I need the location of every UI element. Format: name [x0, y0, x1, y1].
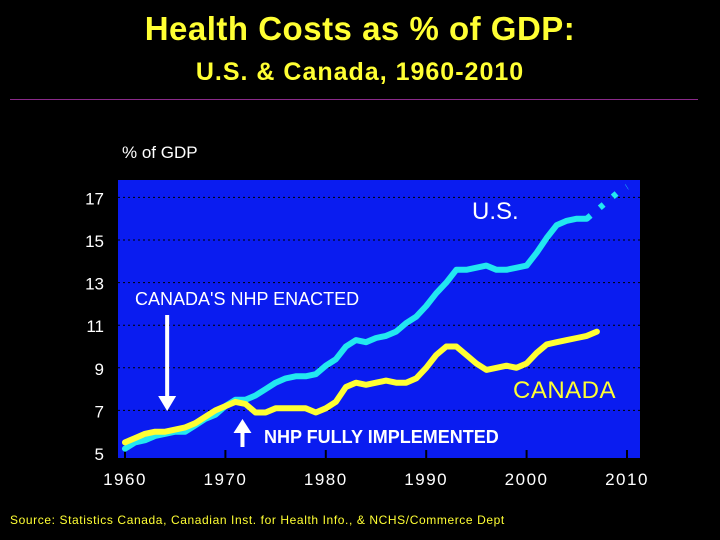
annotations: CANADA'S NHP ENACTED NHP FULLY IMPLEMENTE… — [135, 289, 499, 447]
x-tick-label-1980: 1980 — [304, 470, 348, 489]
series-label-canada: CANADA — [513, 377, 616, 404]
y-tick-label-17: 17 — [85, 189, 104, 208]
y-tick-label-5: 5 — [95, 445, 104, 464]
series-labels: U.S. CANADA — [472, 198, 616, 404]
y-tick-label-11: 11 — [86, 317, 104, 336]
gridlines — [118, 196, 640, 411]
arrow-nhp-enacted-head — [158, 396, 177, 411]
series-lines — [122, 184, 629, 452]
y-axis-label: % of GDP — [122, 143, 198, 162]
x-tick-label-1990: 1990 — [404, 470, 448, 489]
x-tick-label-2000: 2000 — [505, 470, 549, 489]
chart-svg: 5 7 9 11 13 15 17 1960 1970 1980 1990 2000 2010 U.S… — [85, 143, 649, 489]
x-tick-label-2010: 2010 — [605, 470, 649, 489]
chart-subtitle: U.S. & Canada, 1960-2010 — [195, 58, 525, 86]
annotation-nhp-implemented: NHP FULLY IMPLEMENTED — [264, 427, 499, 447]
x-tick-label-1970: 1970 — [203, 470, 247, 489]
source-note: Source: Statistics Canada, Canadian Inst… — [10, 513, 505, 527]
annotation-nhp-enacted: CANADA'S NHP ENACTED — [135, 289, 359, 309]
chart-title: Health Costs as % of GDP: — [144, 10, 576, 47]
arrow-nhp-implemented-head — [233, 419, 252, 433]
series-line-canada — [122, 328, 600, 446]
y-tick-label-15: 15 — [85, 232, 104, 251]
y-axis: 5 7 9 11 13 15 17 — [85, 189, 104, 464]
x-axis: 1960 1970 1980 1990 2000 2010 — [103, 450, 649, 489]
y-tick-label-7: 7 — [95, 402, 104, 421]
title-divider — [10, 99, 698, 100]
series-label-us: U.S. — [472, 198, 519, 225]
y-tick-label-9: 9 — [95, 360, 104, 379]
y-tick-label-13: 13 — [85, 275, 104, 294]
x-tick-label-1960: 1960 — [103, 470, 147, 489]
